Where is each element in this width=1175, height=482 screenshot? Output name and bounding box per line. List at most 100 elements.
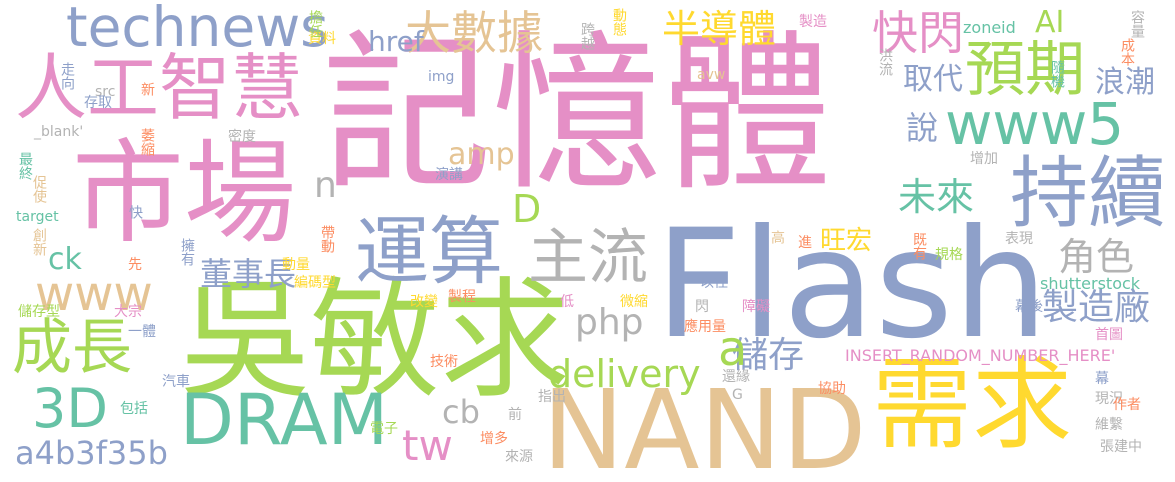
- word: 應用量: [684, 319, 726, 335]
- word: 大數據: [405, 6, 543, 60]
- word: 洪流: [877, 48, 893, 76]
- word: 主流: [528, 223, 648, 293]
- word: 動量: [282, 257, 310, 273]
- word: G: [732, 387, 743, 403]
- word: 創新: [31, 228, 47, 256]
- word: 新: [139, 82, 155, 96]
- word: 還緣: [722, 369, 750, 385]
- word: 隨機: [1049, 60, 1065, 88]
- word: 跨越: [579, 22, 595, 50]
- word: 未來: [898, 175, 975, 219]
- word: 擔任: [307, 10, 323, 38]
- word: 取代: [903, 62, 963, 97]
- word: technews: [66, 0, 329, 59]
- word: 演講: [435, 167, 463, 183]
- word: 製程: [448, 289, 476, 305]
- word: 一體: [128, 324, 156, 340]
- word: _blank': [34, 124, 84, 140]
- word: 增加: [970, 151, 998, 167]
- word: 浪潮: [1095, 65, 1155, 100]
- word: 微縮: [620, 294, 648, 310]
- word: 運算: [355, 209, 503, 295]
- word: 走向: [59, 62, 75, 90]
- word: AI: [1035, 5, 1065, 40]
- word: href: [368, 25, 424, 58]
- word: 成本: [1119, 38, 1135, 66]
- word: 電子: [370, 421, 398, 437]
- word: 帶動: [319, 225, 335, 253]
- word: 董事長: [200, 255, 297, 293]
- word: target: [16, 209, 59, 225]
- word: NAND: [542, 366, 867, 482]
- word: 汽車: [162, 374, 190, 390]
- word: tw: [402, 421, 453, 470]
- word: 來源: [505, 449, 533, 465]
- word: 幕: [1095, 371, 1109, 387]
- word: 幕後: [1015, 299, 1043, 315]
- word: 製造廠: [1042, 287, 1151, 328]
- word: Flash: [655, 198, 1049, 372]
- word: 角色: [1058, 235, 1135, 279]
- word: a4b3f35b: [15, 434, 168, 472]
- word: 協助: [818, 381, 846, 397]
- word: 規格: [935, 247, 963, 263]
- word: img: [428, 69, 455, 85]
- word: 吳敏求: [180, 264, 571, 416]
- word: 高: [769, 230, 785, 244]
- word: 記憶體: [322, 16, 833, 214]
- word: 動態: [611, 8, 627, 36]
- word: 持續: [1010, 149, 1167, 239]
- word: 說: [906, 109, 939, 147]
- word: 半導體: [662, 7, 777, 51]
- word: cb: [442, 393, 480, 431]
- word: 指出: [538, 389, 566, 405]
- word: 既有: [911, 232, 927, 260]
- word: 前: [508, 407, 522, 423]
- word: D: [512, 187, 542, 231]
- word: 技術: [430, 354, 458, 370]
- word: 旺宏: [820, 226, 873, 256]
- word: 作者: [1113, 397, 1141, 413]
- word: 閃: [695, 299, 709, 315]
- word: 先: [128, 257, 142, 273]
- word: n: [314, 165, 337, 206]
- word: src: [95, 84, 116, 100]
- word: 增多: [480, 431, 508, 447]
- word: 3D: [32, 377, 108, 440]
- word: 以往: [700, 275, 728, 291]
- word: 製造: [799, 14, 827, 30]
- word: 容量: [1129, 10, 1145, 38]
- word: a: [718, 321, 748, 377]
- word: DRAM: [180, 379, 388, 461]
- word: 進: [798, 235, 812, 251]
- word: avw: [697, 67, 726, 83]
- word: 預期: [965, 35, 1085, 105]
- word: 儲存型: [18, 304, 60, 320]
- word: 障礙: [742, 299, 770, 315]
- word: 張建中: [1100, 439, 1142, 455]
- word: 人工智慧: [15, 46, 304, 130]
- word: 包括: [120, 401, 148, 417]
- word: 編碼型: [294, 275, 336, 291]
- word: INSERT_RANDOM_NUMBER_HERE': [845, 346, 1116, 365]
- word: 需求: [872, 346, 1072, 463]
- word: www: [35, 266, 153, 322]
- word: 促使: [31, 175, 47, 203]
- word: 表現: [1005, 231, 1033, 247]
- word: 市場: [72, 129, 296, 259]
- word: 大宗: [114, 304, 142, 320]
- word: 擁有: [179, 238, 195, 266]
- word: 密度: [228, 129, 256, 145]
- word: 維繫: [1095, 417, 1123, 433]
- word: 現況: [1095, 391, 1123, 407]
- word: php: [575, 302, 644, 343]
- word: 萎縮: [139, 128, 155, 156]
- word: 改變: [410, 294, 438, 310]
- word: 成長: [12, 313, 132, 383]
- word: 快閃: [872, 6, 964, 60]
- word: 低: [560, 294, 574, 310]
- word: ck: [48, 242, 82, 277]
- word: 快: [127, 205, 143, 219]
- word: zoneid: [963, 18, 1016, 37]
